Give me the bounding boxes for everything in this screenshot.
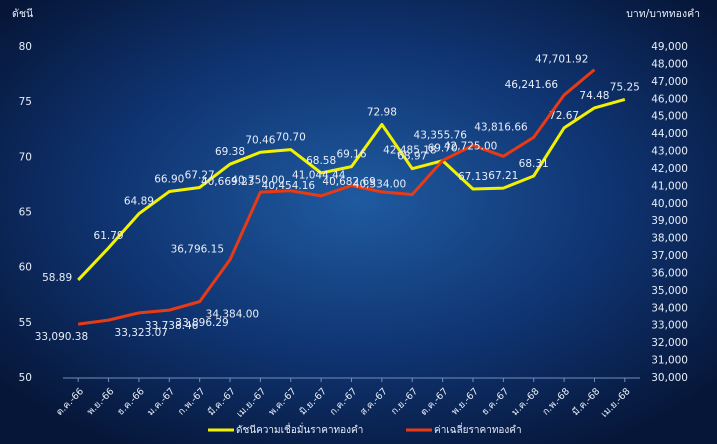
y-tick-label: 65 bbox=[19, 207, 32, 219]
y2-tick-label: 46,000 bbox=[651, 93, 688, 105]
data-label: 72.67 bbox=[549, 110, 579, 122]
data-label: 40,454.16 bbox=[262, 180, 316, 192]
data-label: 42,725.00 bbox=[444, 140, 497, 152]
data-label: 58.89 bbox=[42, 272, 72, 284]
data-label: 41,044.44 bbox=[292, 170, 346, 182]
y2-tick-label: 30,000 bbox=[651, 372, 688, 384]
y2-tick-label: 40,000 bbox=[651, 198, 688, 210]
data-label: 67.21 bbox=[488, 170, 518, 182]
data-label: 33,323.07 bbox=[115, 327, 168, 339]
data-label: 42,485.18 bbox=[383, 144, 436, 156]
data-label: 75.25 bbox=[610, 81, 640, 93]
data-label: 40,750.00 bbox=[231, 175, 284, 187]
data-label: 68.31 bbox=[519, 158, 549, 170]
data-label: 67.13 bbox=[458, 171, 488, 183]
y2-tick-label: 47,000 bbox=[651, 76, 688, 88]
y-tick-label: 55 bbox=[19, 317, 32, 329]
data-label: 70.70 bbox=[276, 132, 306, 144]
legend-label: ดัชนีความเชื่อมั่นราคาทองคำ bbox=[236, 422, 363, 436]
data-label: 67.27 bbox=[185, 169, 215, 181]
y2-tick-label: 43,000 bbox=[651, 146, 688, 158]
data-label: 66.90 bbox=[154, 174, 184, 186]
legend-label: ค่าเฉลี่ยราคาทองคำ bbox=[434, 422, 522, 436]
series-line bbox=[77, 68, 596, 326]
y2-tick-label: 48,000 bbox=[651, 58, 688, 70]
y-tick-label: 50 bbox=[19, 372, 32, 384]
y2-tick-label: 49,000 bbox=[651, 41, 688, 53]
y2-tick-label: 39,000 bbox=[651, 215, 688, 227]
data-label: 33,090.38 bbox=[35, 331, 88, 343]
y2-tick-label: 36,000 bbox=[651, 267, 688, 279]
data-label: 40,682.69 bbox=[322, 176, 375, 188]
data-label: 36,796.15 bbox=[171, 244, 224, 256]
y2-tick-label: 38,000 bbox=[651, 233, 688, 245]
y2-tick-label: 35,000 bbox=[651, 285, 688, 297]
y2-tick-label: 34,000 bbox=[651, 302, 688, 314]
data-label: 47,701.92 bbox=[535, 54, 588, 66]
data-label: 72.98 bbox=[367, 106, 397, 118]
data-label: 34,384.00 bbox=[206, 309, 259, 321]
data-label: 46,241.66 bbox=[505, 79, 559, 91]
y2-tick-label: 33,000 bbox=[651, 320, 688, 332]
data-label: 33,896.29 bbox=[175, 317, 228, 329]
data-label: 61.79 bbox=[94, 230, 124, 242]
y2-tick-label: 45,000 bbox=[651, 111, 688, 123]
y-tick-label: 70 bbox=[19, 151, 32, 163]
series-line bbox=[77, 97, 626, 281]
data-label: 70.46 bbox=[245, 134, 275, 146]
data-label: 64.89 bbox=[124, 196, 154, 208]
y-tick-label: 75 bbox=[19, 96, 32, 108]
data-label: 69.70 bbox=[428, 143, 458, 155]
data-label: 33,738.46 bbox=[145, 320, 199, 332]
y2-axis-title: บาท/บาททองคำ bbox=[626, 8, 700, 20]
data-label: 69.38 bbox=[215, 146, 245, 158]
data-label: 43,355.76 bbox=[414, 129, 468, 141]
data-label: 43,816.66 bbox=[474, 121, 528, 133]
y2-tick-label: 32,000 bbox=[651, 337, 688, 349]
y-axis-title: ดัชนี bbox=[12, 7, 33, 20]
data-label: 69.16 bbox=[336, 149, 366, 161]
data-label: 40,669.23 bbox=[201, 176, 254, 188]
data-label: 40,534.00 bbox=[353, 178, 406, 190]
data-label: 68.97 bbox=[397, 151, 427, 163]
y2-tick-label: 44,000 bbox=[651, 128, 688, 140]
y2-tick-label: 37,000 bbox=[651, 250, 688, 262]
y2-tick-label: 42,000 bbox=[651, 163, 688, 175]
y-tick-label: 80 bbox=[19, 41, 32, 53]
y2-tick-label: 31,000 bbox=[651, 355, 688, 367]
y-tick-label: 60 bbox=[19, 262, 32, 274]
data-label: 74.48 bbox=[579, 90, 609, 102]
y2-tick-label: 41,000 bbox=[651, 180, 688, 192]
data-label: 68.58 bbox=[306, 155, 336, 167]
